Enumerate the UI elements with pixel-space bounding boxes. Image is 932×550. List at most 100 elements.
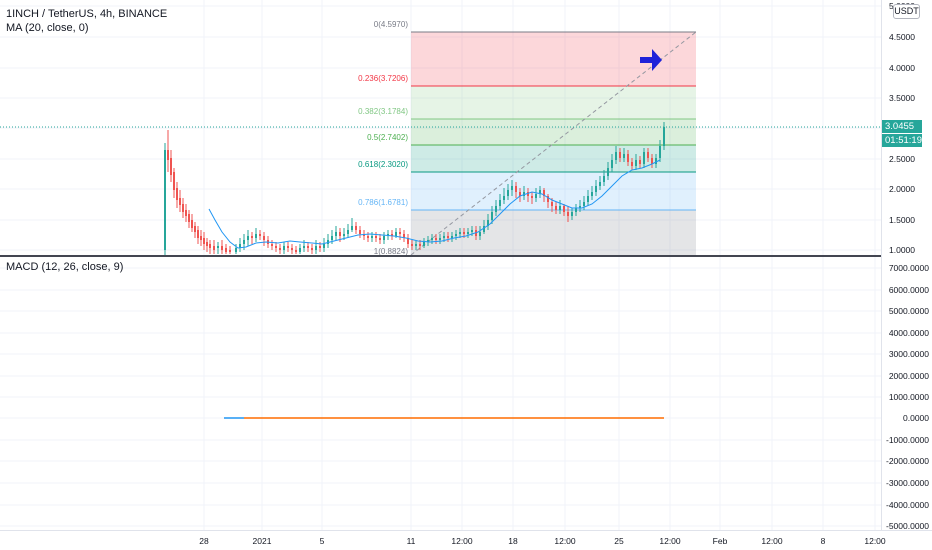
candle-body xyxy=(399,232,401,234)
candle-body xyxy=(435,238,437,240)
candle-body xyxy=(213,246,215,250)
arrow-right-icon xyxy=(640,49,662,71)
fib-level-label: 0.236(3.7206) xyxy=(358,74,408,83)
currency-badge[interactable]: USDT xyxy=(893,4,920,19)
candle-body xyxy=(395,232,397,236)
candle-body xyxy=(635,160,637,166)
candle-body xyxy=(275,246,277,248)
candle-body xyxy=(383,236,385,240)
candle-body xyxy=(229,250,231,252)
candle-body xyxy=(164,150,166,250)
candle-body xyxy=(291,248,293,250)
candle-body xyxy=(507,190,509,196)
candle-body xyxy=(315,246,317,250)
candle-body xyxy=(523,192,525,196)
candle-body xyxy=(423,242,425,246)
candle-body xyxy=(483,226,485,232)
candle-body xyxy=(451,236,453,238)
candle-body xyxy=(335,232,337,236)
candle-body xyxy=(259,234,261,236)
fib-zone xyxy=(411,210,696,255)
candle-body xyxy=(185,210,187,216)
candle-body xyxy=(499,200,501,206)
fib-zone xyxy=(411,145,696,172)
candle-body xyxy=(599,182,601,186)
candle-body xyxy=(239,244,241,248)
candle-body xyxy=(359,230,361,234)
macd-indicator-legend[interactable]: MACD (12, 26, close, 9) xyxy=(6,261,124,273)
candle-body xyxy=(235,248,237,252)
candle-body xyxy=(455,234,457,236)
candle-body xyxy=(463,232,465,234)
candle-body xyxy=(427,240,429,242)
current-price-label: 3.0455 xyxy=(882,120,922,133)
time-axis[interactable] xyxy=(0,530,932,550)
pane-separator[interactable] xyxy=(0,255,932,257)
candle-body xyxy=(176,188,178,200)
candle-body xyxy=(331,236,333,240)
candle-body xyxy=(209,244,211,248)
candle-body xyxy=(247,236,249,240)
candle-body xyxy=(591,192,593,196)
ma-indicator-legend[interactable]: MA (20, close, 0) xyxy=(6,22,89,34)
candle-body xyxy=(539,190,541,194)
candle-body xyxy=(419,244,421,246)
candle-body xyxy=(571,212,573,216)
candle-body xyxy=(379,238,381,240)
candle-body xyxy=(479,232,481,236)
candle-body xyxy=(188,214,190,222)
candle-body xyxy=(603,176,605,182)
candle-body xyxy=(194,226,196,232)
candle-body xyxy=(531,196,533,198)
candle-body xyxy=(319,246,321,248)
candle-body xyxy=(200,236,202,240)
candle-body xyxy=(263,236,265,240)
candle-body xyxy=(663,127,665,146)
candle-body xyxy=(439,238,441,240)
arrow-shape xyxy=(640,49,662,71)
candle-body xyxy=(547,196,549,202)
candle-body xyxy=(323,244,325,248)
candle-body xyxy=(343,234,345,236)
candle-body xyxy=(307,246,309,248)
candle-body xyxy=(515,186,517,192)
fib-level-label: 0(4.5970) xyxy=(374,20,409,29)
candle-body xyxy=(179,198,181,205)
candle-body xyxy=(487,220,489,226)
candle-body xyxy=(551,202,553,206)
candle-body xyxy=(415,244,417,246)
bar-countdown-label: 01:51:19 xyxy=(882,134,922,147)
price-axis[interactable] xyxy=(881,0,932,530)
candle-body xyxy=(503,196,505,200)
candle-body xyxy=(206,242,208,246)
candle-body xyxy=(459,232,461,234)
candle-body xyxy=(407,238,409,244)
candle-body xyxy=(367,236,369,238)
candle-body xyxy=(221,246,223,250)
candle-body xyxy=(559,206,561,210)
candle-body xyxy=(371,236,373,238)
candle-body xyxy=(347,230,349,234)
symbol-title[interactable]: 1INCH / TetherUS, 4h, BINANCE xyxy=(6,8,168,20)
fib-zone xyxy=(411,119,696,145)
candle-body xyxy=(627,154,629,162)
candle-body xyxy=(655,158,657,164)
fib-level-label: 1(0.8824) xyxy=(374,247,409,256)
candle-body xyxy=(403,234,405,238)
candle-body xyxy=(182,204,184,212)
candle-body xyxy=(643,152,645,164)
fib-level-label: 0.786(1.6781) xyxy=(358,198,408,207)
candle-body xyxy=(287,246,289,248)
candle-body xyxy=(173,172,175,190)
candle-body xyxy=(651,158,653,164)
candle-body xyxy=(279,248,281,250)
fib-level-label: 0.618(2.3020) xyxy=(358,160,408,169)
candle-body xyxy=(411,244,413,246)
candle-body xyxy=(303,246,305,248)
candle-body xyxy=(191,220,193,228)
candle-body xyxy=(491,212,493,220)
candle-body xyxy=(631,162,633,166)
candle-body xyxy=(611,160,613,168)
